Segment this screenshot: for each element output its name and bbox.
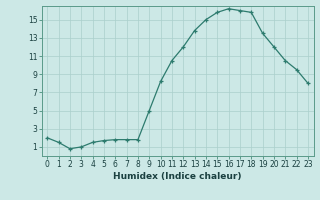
X-axis label: Humidex (Indice chaleur): Humidex (Indice chaleur) [113, 172, 242, 181]
